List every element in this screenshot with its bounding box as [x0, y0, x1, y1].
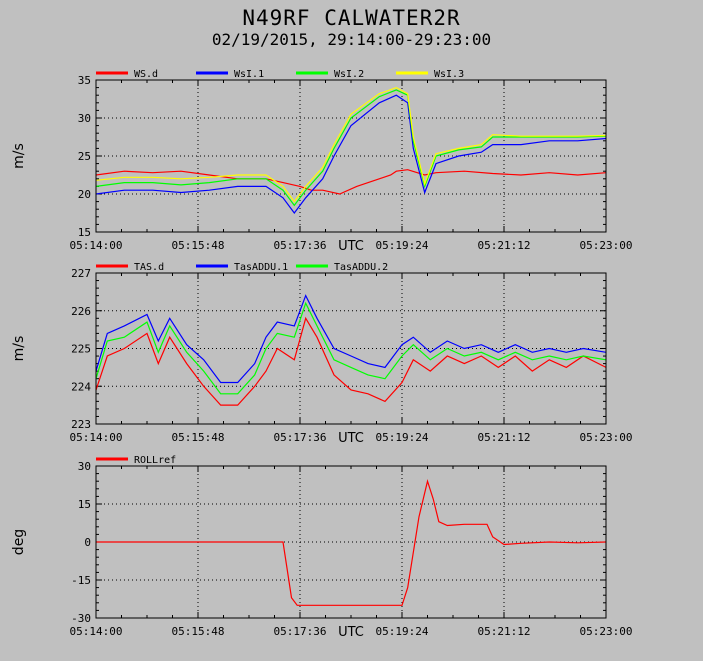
x-tick-label: 05:14:00	[70, 625, 123, 638]
x-axis-label: UTC	[338, 239, 364, 254]
plot-frame	[95, 465, 607, 619]
x-tick-label: 05:15:48	[172, 625, 225, 638]
legend-label-WS.d: WS.d	[134, 69, 158, 80]
y-tick-label: 225	[71, 343, 91, 356]
x-tick-label: 05:19:24	[376, 625, 429, 638]
plot-frame	[95, 272, 607, 425]
x-tick-label: 05:23:00	[580, 625, 633, 638]
plot-frame	[95, 79, 607, 233]
y-tick-label: -15	[71, 574, 91, 587]
y-tick-label: 226	[71, 305, 91, 318]
y-tick-label: 15	[78, 498, 91, 511]
y-axis-label: m/s	[11, 336, 27, 362]
legend-label-WsI.3: WsI.3	[434, 69, 464, 80]
series-line-WsI.1	[95, 94, 607, 215]
x-tick-label: 05:15:48	[172, 431, 225, 444]
y-tick-label: 25	[78, 150, 91, 163]
legend-label-ROLLref: ROLLref	[134, 455, 176, 466]
y-tick-label: 15	[78, 226, 91, 239]
x-tick-label: 05:23:00	[580, 431, 633, 444]
y-tick-label: 223	[71, 418, 91, 431]
series-line-TasADDU.1	[95, 294, 607, 384]
y-tick-label: 224	[71, 380, 91, 393]
y-tick-label: 30	[78, 460, 91, 473]
chart-panel-2: 223 224 225 226 227 05:14:00 05:15:48 05:17:36 0…	[11, 262, 632, 446]
x-tick-label: 05:17:36	[274, 625, 327, 638]
x-tick-label: 05:17:36	[274, 239, 327, 252]
legend-label-TAS.d: TAS.d	[134, 262, 164, 273]
series-line-WS.d	[95, 169, 607, 195]
x-axis-label: UTC	[338, 625, 364, 640]
x-tick-label: 05:21:12	[478, 431, 531, 444]
y-tick-label: -30	[71, 612, 91, 625]
y-axis-label: m/s	[11, 143, 27, 169]
x-tick-label: 05:21:12	[478, 625, 531, 638]
x-tick-label: 05:17:36	[274, 431, 327, 444]
x-tick-label: 05:14:00	[70, 431, 123, 444]
y-tick-label: 30	[78, 112, 91, 125]
x-tick-label: 05:23:00	[580, 239, 633, 252]
x-tick-label: 05:19:24	[376, 239, 429, 252]
series-line-ROLLref	[96, 478, 607, 606]
y-tick-label: 20	[78, 188, 91, 201]
x-axis-label: UTC	[338, 431, 364, 446]
chart-panel-1: 15 20 25 30 35 05:14:00 05:15:48 05:17:36 05:19:…	[11, 69, 632, 254]
legend-label-TasADDU.2: TasADDU.2	[334, 262, 388, 273]
x-tick-label: 05:15:48	[172, 239, 225, 252]
series-line-WsI.2	[95, 89, 607, 207]
chart-title: N49RF CALWATER2R	[242, 6, 461, 30]
legend-label-TasADDU.1: TasADDU.1	[234, 262, 288, 273]
y-tick-label: 0	[84, 536, 91, 549]
legend-label-WsI.1: WsI.1	[234, 69, 264, 80]
series-line-TAS.d	[95, 316, 607, 406]
chart-panel-3: -30 -15 0 15 30 05:14:00 05:15:48 05:17:36 05:19…	[11, 455, 632, 640]
x-tick-label: 05:19:24	[376, 431, 429, 444]
x-tick-label: 05:21:12	[478, 239, 531, 252]
series-line-WsI.3	[95, 86, 607, 203]
chart-subtitle: 02/19/2015, 29:14:00-29:23:00	[211, 30, 492, 49]
y-tick-label: 227	[71, 267, 91, 280]
series-line-TasADDU.2	[95, 301, 607, 395]
y-axis-label: deg	[11, 529, 27, 555]
x-tick-label: 05:14:00	[70, 239, 123, 252]
legend-label-WsI.2: WsI.2	[334, 69, 364, 80]
y-tick-label: 35	[78, 74, 91, 87]
